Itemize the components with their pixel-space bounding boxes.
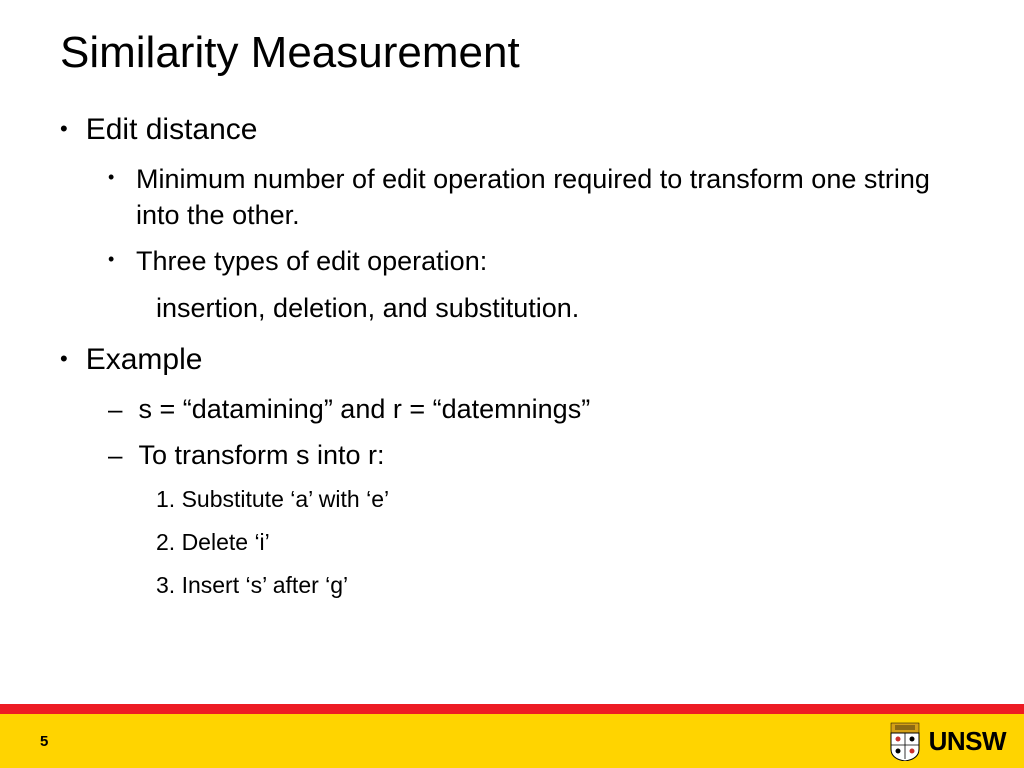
slide-title: Similarity Measurement <box>60 28 964 78</box>
content-area: Similarity Measurement • Edit distance •… <box>0 0 1024 768</box>
slide-footer: 5 UNSW <box>0 704 1024 768</box>
bullet-marker-icon: • <box>60 114 68 145</box>
page-number: 5 <box>40 733 48 750</box>
bullet-marker-icon: • <box>60 344 68 375</box>
bullet-text: s = “datamining” and r = “datemnings” <box>138 391 590 427</box>
numbered-item: 1. Substitute ‘a’ with ‘e’ <box>60 484 964 515</box>
bullet-level-1: • Edit distance <box>60 110 964 151</box>
bullet-text: Minimum number of edit operation require… <box>136 161 964 234</box>
bullet-text: To transform s into r: <box>138 437 384 473</box>
numbered-text: 2. Delete ‘i’ <box>156 529 270 555</box>
yellow-footer-bar: 5 UNSW <box>0 714 1024 768</box>
unsw-crest-icon <box>889 721 921 761</box>
bullet-marker-icon: • <box>108 165 120 190</box>
bullet-text: Edit distance <box>86 110 258 151</box>
bullet-level-2: • Minimum number of edit operation requi… <box>60 161 964 234</box>
bullet-level-2: – s = “datamining” and r = “datemnings” <box>60 391 964 427</box>
bullet-level-2: – To transform s into r: <box>60 437 964 473</box>
dash-marker-icon: – <box>108 437 122 473</box>
bullet-marker-icon: • <box>108 247 120 272</box>
bullet-text: Three types of edit operation: <box>136 243 487 279</box>
unsw-logo-text: UNSW <box>929 726 1006 757</box>
bullet-level-2: • Three types of edit operation: <box>60 243 964 279</box>
unsw-logo: UNSW <box>889 721 1006 761</box>
numbered-text: 1. Substitute ‘a’ with ‘e’ <box>156 486 389 512</box>
red-accent-bar <box>0 704 1024 714</box>
numbered-text: 3. Insert ‘s’ after ‘g’ <box>156 572 348 598</box>
bullet-text: insertion, deletion, and substitution. <box>156 293 579 323</box>
numbered-item: 2. Delete ‘i’ <box>60 527 964 558</box>
bullet-level-3: insertion, deletion, and substitution. <box>60 290 964 326</box>
bullet-level-1: • Example <box>60 340 964 381</box>
numbered-item: 3. Insert ‘s’ after ‘g’ <box>60 570 964 601</box>
slide-container: Similarity Measurement • Edit distance •… <box>0 0 1024 768</box>
bullet-text: Example <box>86 340 203 381</box>
dash-marker-icon: – <box>108 391 122 427</box>
